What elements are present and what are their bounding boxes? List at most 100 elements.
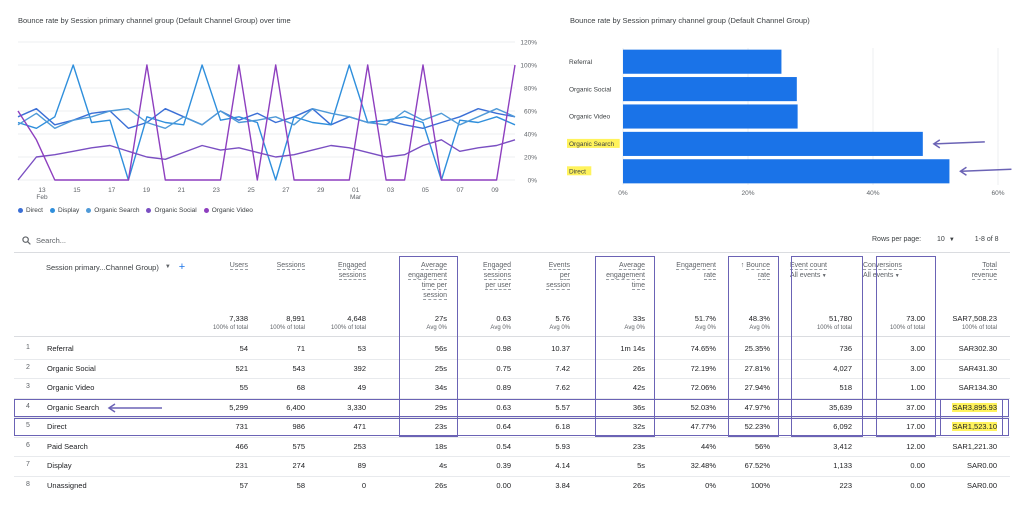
cell-text: 67.52% [744,461,770,470]
column-header-sessions[interactable]: Sessions [276,261,305,271]
cell-text: 26s [434,480,447,490]
table-cell: 27.81% [745,364,770,373]
cell-text: 4.14 [555,461,570,470]
x-tick-label: 25 [247,187,255,194]
y-tick-label: 20% [524,155,537,162]
table-cell: 71 [297,344,305,353]
table-row[interactable] [14,456,1010,476]
table-cell: 47.97% [745,403,770,412]
total-subtext: Avg 0% [695,325,716,331]
column-header-label: session [423,292,447,300]
table-cell: 17.00 [906,422,925,431]
table-cell: 1.00 [910,383,925,392]
cell-text: 0.89 [496,383,511,392]
total-value: 0.63 [496,314,511,323]
column-header-revenue[interactable]: Total revenue [971,261,997,281]
table-cell: 0.63 [496,403,511,412]
column-header-events-per-sess[interactable]: Events per session [546,261,570,291]
column-header-conversions[interactable]: Conversions All events ▼ [863,261,902,281]
arrow-annotation-icon [961,168,1012,173]
cell-text: 0.75 [496,363,511,373]
cell-text: 52.03% [690,402,716,412]
column-header-avg-eng-time[interactable]: Average engagement time [606,261,645,291]
column-header-users[interactable]: Users [229,261,248,271]
x-tick-label: 15 [73,187,81,194]
column-header-label: Events [548,262,570,270]
table-cell: SAR1,221.30 [952,442,997,451]
metric-selector[interactable]: All events [863,272,894,279]
x-tick-label: 05 [422,187,430,194]
table-cell: 0.39 [496,461,511,470]
legend-item[interactable]: Organic Video [203,207,253,214]
add-dimension-icon[interactable]: + [178,261,186,273]
table-cell: 56% [755,442,770,451]
cell-text: 986 [292,422,305,431]
cell-text: 27.94% [744,383,770,392]
total-value: 27s [434,314,447,323]
column-header-label: Event count [790,262,827,270]
dimension-header-label: Session primary...Channel Group) [46,262,159,272]
column-header-eng-rate[interactable]: Engagement rate [676,261,716,281]
table-search[interactable]: Search... [22,236,66,245]
table-cell: 3,412 [833,442,852,451]
column-header-avg-eng-sess[interactable]: Average engagement time per session [408,261,447,301]
total-value: 5.76 [555,314,570,323]
table-row[interactable] [14,359,1010,379]
x-tick-sublabel: Feb [36,194,48,201]
table-cell: 253 [353,442,366,451]
row-dimension-value: Unassigned [47,480,87,490]
sort-ascending-icon[interactable]: ↑ [740,262,747,269]
search-input[interactable]: Search... [36,236,67,245]
table-cell: 72.19% [691,364,716,373]
cell-text: 56s [434,344,447,353]
cell-text: 0.00 [910,461,925,470]
legend-item[interactable]: Display [49,207,79,214]
total-subtext: 100% of total [330,325,366,331]
bar-category-label: Organic Social [569,86,612,93]
table-row[interactable] [14,417,1010,437]
x-tick-label: 60% [991,190,1004,197]
legend-item[interactable]: Organic Search [86,207,139,214]
table-row[interactable] [14,339,1010,359]
dimension-column-header[interactable]: Session primary...Channel Group) ▼ + [46,261,185,273]
table-cell: 89 [358,461,366,470]
rows-per-page-select[interactable]: 10 ▼ [937,236,955,243]
dropdown-icon[interactable]: ▼ [164,264,171,270]
table-cell: 5.93 [555,442,570,451]
pagination-controls: Rows per page: 10 ▼ 1-8 of 8 [872,236,999,243]
cell-text: 0.63 [496,402,511,412]
dropdown-icon: ▼ [820,273,827,279]
column-header-event-count[interactable]: Event count All events ▼ [790,261,827,281]
bounce-rate-bar-chart: 0% 20% 40% 60% Referral Organic Social Organic… [567,48,1012,197]
column-header-bounce[interactable]: ↑ Bounce rate [741,261,770,281]
total-subtext: Avg 0% [749,325,770,331]
bar-chart-title: Bounce rate by Session primary channel g… [570,16,810,25]
row-dimension-value: Organic Search [47,402,100,412]
column-header-eng-per-user[interactable]: Engaged sessions per user [482,261,511,291]
cell-text: 49 [357,383,366,392]
metric-selector[interactable]: All events [790,272,821,279]
table-cell: SAR302.30 [959,344,997,353]
table-row[interactable] [14,378,1010,398]
table-cell: 731 [235,422,248,431]
y-tick-label: 40% [524,132,537,139]
total-subtext: Avg 0% [624,325,645,331]
column-header-label: Total [982,262,997,270]
legend-item[interactable]: Direct [18,207,43,214]
total-value: 51,780 [829,314,852,323]
column-header-label: Conversions [863,262,902,270]
bar-direct [623,159,950,184]
cell-text: 1,133 [833,461,852,470]
total-subtext: Avg 0% [549,325,570,331]
bar-category-label: Referral [569,59,593,66]
cell-text: 74.65% [690,344,716,353]
column-header-engaged[interactable]: Engaged sessions [337,261,366,281]
legend-item[interactable]: Organic Social [146,207,197,214]
table-cell: 36s [633,403,645,412]
cell-text: 5s [637,461,645,470]
table-cell: 223 [839,481,852,490]
cell-text: 23s [434,422,447,431]
table-row[interactable] [14,437,1010,457]
table-row[interactable] [14,476,1010,496]
column-header-label: sessions [338,272,366,280]
